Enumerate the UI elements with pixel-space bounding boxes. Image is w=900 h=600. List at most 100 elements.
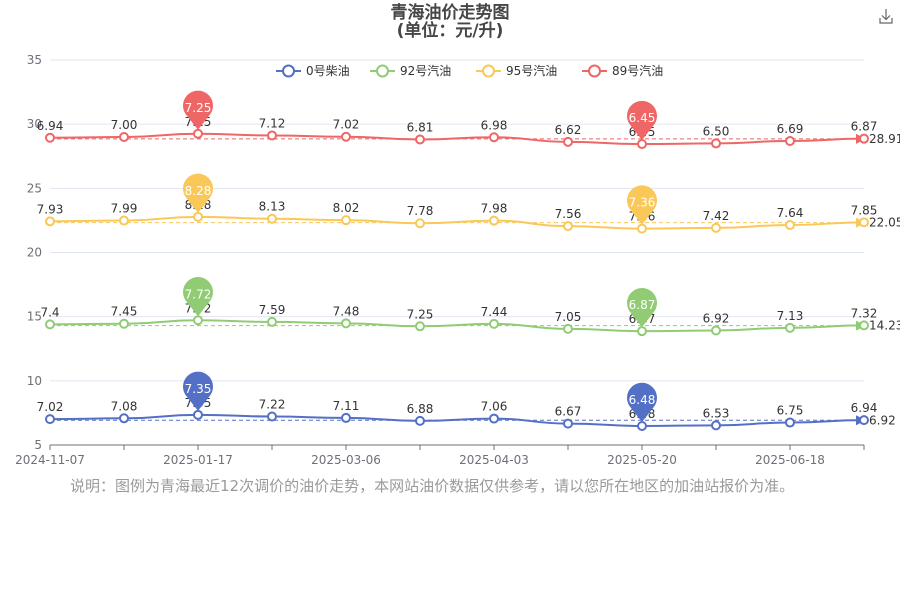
data-label: 8.13 <box>259 200 286 214</box>
data-label: 6.81 <box>407 120 434 134</box>
data-point <box>785 220 795 231</box>
markpoint-shape <box>183 90 214 130</box>
data-point <box>489 318 499 329</box>
legend-item[interactable]: 95号汽油 <box>476 63 557 78</box>
data-label: 6.67 <box>555 405 582 419</box>
data-label: 7.06 <box>481 400 508 414</box>
data-label: 6.92 <box>703 312 730 326</box>
data-point <box>489 413 499 424</box>
data-label: 6.75 <box>777 404 804 418</box>
data-point <box>637 223 647 234</box>
legend-label: 0号柴油 <box>306 64 350 78</box>
data-point <box>267 411 277 422</box>
data-point <box>45 319 55 330</box>
data-label: 7.13 <box>777 309 804 323</box>
data-label: 6.69 <box>777 122 804 136</box>
average-value-label: 28.91 <box>869 132 900 146</box>
data-point <box>45 414 55 425</box>
data-point <box>563 136 573 147</box>
legend-item[interactable]: 92号汽油 <box>370 63 451 78</box>
download-icon <box>879 9 893 24</box>
chart-subtitle: (单位：元/升) <box>396 21 504 41</box>
legend-marker <box>588 64 601 78</box>
data-point <box>341 318 351 329</box>
x-tick-label: 2025-03-06 <box>311 453 381 467</box>
markpoint-pin: 7.35 <box>183 371 214 411</box>
data-label: 7.25 <box>407 307 434 321</box>
markpoint-shape <box>183 277 214 317</box>
x-tick-label: 2025-04-03 <box>459 453 529 467</box>
x-tick-label: 2025-05-20 <box>607 453 677 467</box>
legend-item[interactable]: 89号汽油 <box>582 63 663 78</box>
data-point <box>785 417 795 428</box>
data-point <box>193 128 203 139</box>
markpoint-pin: 8.28 <box>183 173 214 213</box>
legend-label: 95号汽油 <box>506 63 557 78</box>
markpoint-pin: 6.48 <box>627 382 657 423</box>
data-label: 7.02 <box>37 400 64 414</box>
y-tick-label: 30 <box>27 117 42 131</box>
data-point <box>563 221 573 232</box>
markpoint-pin: 6.87 <box>627 287 657 328</box>
data-point <box>119 132 129 142</box>
data-point <box>859 320 869 331</box>
y-tick-label: 10 <box>27 374 42 388</box>
data-label: 7.48 <box>333 304 360 318</box>
series-line <box>49 132 865 146</box>
data-point <box>637 421 647 432</box>
markpoint-label: 8.28 <box>185 184 212 198</box>
data-label: 6.88 <box>407 402 434 416</box>
markpoint-shape <box>183 173 214 213</box>
data-point <box>711 138 721 149</box>
markpoint-label: 7.36 <box>629 196 656 210</box>
chart-note: 说明：图例为青海最近12次调价的油价走势，本网站油价数据仅供参考，请以您所在地区… <box>70 477 795 495</box>
data-label: 7.99 <box>111 202 138 216</box>
data-point <box>637 139 647 150</box>
y-tick-label: 20 <box>27 246 42 260</box>
data-label: 7.42 <box>703 209 730 223</box>
data-label: 6.53 <box>703 406 730 420</box>
legend-marker <box>282 64 295 78</box>
data-label: 7.22 <box>259 398 286 412</box>
markpoint-pin: 7.36 <box>627 185 657 225</box>
data-label: 6.50 <box>703 124 730 138</box>
legend-marker <box>376 64 389 78</box>
markpoint-shape <box>627 382 657 423</box>
data-label: 7.59 <box>259 303 286 317</box>
markpoint-label: 6.87 <box>629 298 656 312</box>
markpoint-label: 7.72 <box>185 287 212 301</box>
average-value-label: 14.23 <box>869 319 900 333</box>
data-point <box>119 215 129 226</box>
legend-item[interactable]: 0号柴油 <box>276 64 350 78</box>
markpoint-pin: 7.72 <box>183 277 214 317</box>
data-point <box>785 322 795 333</box>
data-label: 7.11 <box>333 399 360 413</box>
data-label: 6.94 <box>851 401 878 415</box>
download-button[interactable] <box>876 6 896 26</box>
data-point <box>119 318 129 329</box>
y-tick-label: 5 <box>34 438 42 452</box>
markpoint-label: 7.35 <box>185 382 212 396</box>
data-point <box>341 131 351 142</box>
series-line <box>49 215 865 230</box>
data-point <box>489 215 499 226</box>
series-line <box>49 413 865 428</box>
data-point <box>859 133 869 144</box>
data-point <box>415 415 425 426</box>
x-tick-label: 2025-01-17 <box>163 453 233 467</box>
data-point <box>563 418 573 429</box>
data-label: 7.85 <box>851 203 878 217</box>
y-tick-label: 15 <box>27 310 42 324</box>
y-tick-label: 35 <box>27 53 42 67</box>
markpoint-label: 6.45 <box>629 111 656 125</box>
legend-marker <box>482 64 495 78</box>
data-point <box>711 222 721 233</box>
data-point <box>711 420 721 431</box>
data-point <box>193 315 203 326</box>
average-value-label: 22.05 <box>869 216 900 230</box>
markpoint-shape <box>627 100 657 141</box>
markpoint-pin: 7.25 <box>183 90 214 130</box>
markpoint-shape <box>183 371 214 411</box>
markpoint-pin: 6.45 <box>627 100 657 141</box>
